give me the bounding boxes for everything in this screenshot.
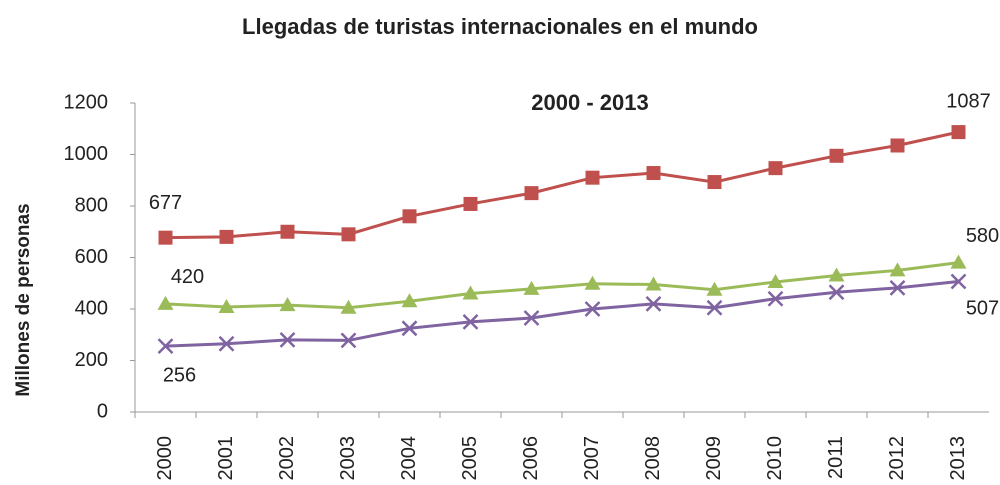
marker bbox=[645, 295, 662, 312]
marker bbox=[157, 295, 174, 310]
marker bbox=[767, 273, 784, 288]
x-tick-label: 2002 bbox=[276, 436, 298, 481]
y-tick-label: 1200 bbox=[64, 91, 109, 113]
marker bbox=[585, 170, 600, 185]
marker bbox=[706, 281, 723, 296]
data-label: 256 bbox=[163, 364, 196, 386]
x-tick-label: 2012 bbox=[886, 436, 908, 481]
marker bbox=[158, 230, 173, 245]
marker bbox=[218, 335, 235, 352]
x-tick-label: 2013 bbox=[947, 436, 969, 481]
y-tick-label: 400 bbox=[75, 297, 108, 319]
x-tick-label: 2008 bbox=[642, 436, 664, 481]
x-tick-label: 2009 bbox=[703, 436, 725, 481]
marker bbox=[889, 280, 906, 296]
marker bbox=[829, 148, 844, 163]
y-tick-label: 800 bbox=[75, 194, 108, 216]
x-tick-label: 2011 bbox=[825, 436, 847, 479]
y-tick-label: 0 bbox=[97, 400, 108, 422]
x-tick-label: 2004 bbox=[398, 436, 420, 481]
marker bbox=[828, 267, 845, 282]
marker bbox=[524, 186, 539, 201]
marker bbox=[279, 297, 296, 312]
marker bbox=[523, 280, 540, 295]
marker bbox=[950, 273, 967, 290]
marker bbox=[341, 227, 356, 242]
data-label: 580 bbox=[966, 225, 999, 247]
x-tick-label: 2007 bbox=[581, 436, 603, 481]
marker bbox=[402, 209, 417, 224]
marker bbox=[463, 196, 478, 211]
data-label: 677 bbox=[149, 192, 182, 214]
y-tick-label: 1000 bbox=[64, 143, 109, 165]
marker bbox=[768, 161, 783, 176]
y-axis-label: Millones de personas bbox=[13, 203, 34, 396]
series-line bbox=[165, 130, 959, 240]
marker bbox=[279, 332, 296, 348]
x-tick-label: 2000 bbox=[154, 436, 176, 481]
marker bbox=[340, 332, 357, 349]
marker bbox=[828, 284, 845, 301]
marker bbox=[462, 313, 479, 330]
marker bbox=[646, 166, 661, 181]
marker bbox=[584, 275, 601, 290]
marker bbox=[767, 290, 784, 307]
data-label: 420 bbox=[171, 266, 204, 288]
marker bbox=[889, 262, 906, 277]
x-tick-label: 2006 bbox=[520, 436, 542, 481]
series-line bbox=[165, 279, 959, 348]
marker bbox=[219, 229, 234, 244]
data-label: 507 bbox=[966, 298, 999, 320]
x-tick-label: 2003 bbox=[337, 436, 359, 481]
marker bbox=[340, 299, 357, 314]
marker bbox=[157, 338, 174, 354]
marker bbox=[645, 276, 662, 291]
marker bbox=[462, 285, 479, 300]
marker bbox=[950, 254, 967, 269]
x-tick-label: 2001 bbox=[215, 436, 237, 481]
marker bbox=[280, 224, 295, 239]
marker bbox=[523, 310, 540, 326]
marker bbox=[951, 125, 966, 140]
y-tick-label: 200 bbox=[75, 349, 108, 371]
marker bbox=[707, 175, 722, 190]
data-label: 1087 bbox=[946, 90, 991, 112]
marker bbox=[584, 301, 601, 317]
marker bbox=[401, 320, 418, 337]
marker bbox=[706, 299, 723, 316]
x-tick-label: 2005 bbox=[459, 436, 481, 481]
marker bbox=[890, 138, 905, 153]
chart-title: Llegadas de turistas internacionales en … bbox=[242, 14, 758, 39]
y-tick-label: 600 bbox=[75, 246, 108, 268]
x-tick-label: 2010 bbox=[764, 436, 786, 481]
marker bbox=[401, 293, 418, 308]
chart-subtitle: 2000 - 2013 bbox=[531, 90, 648, 115]
marker bbox=[218, 298, 235, 313]
series-line bbox=[165, 261, 959, 310]
